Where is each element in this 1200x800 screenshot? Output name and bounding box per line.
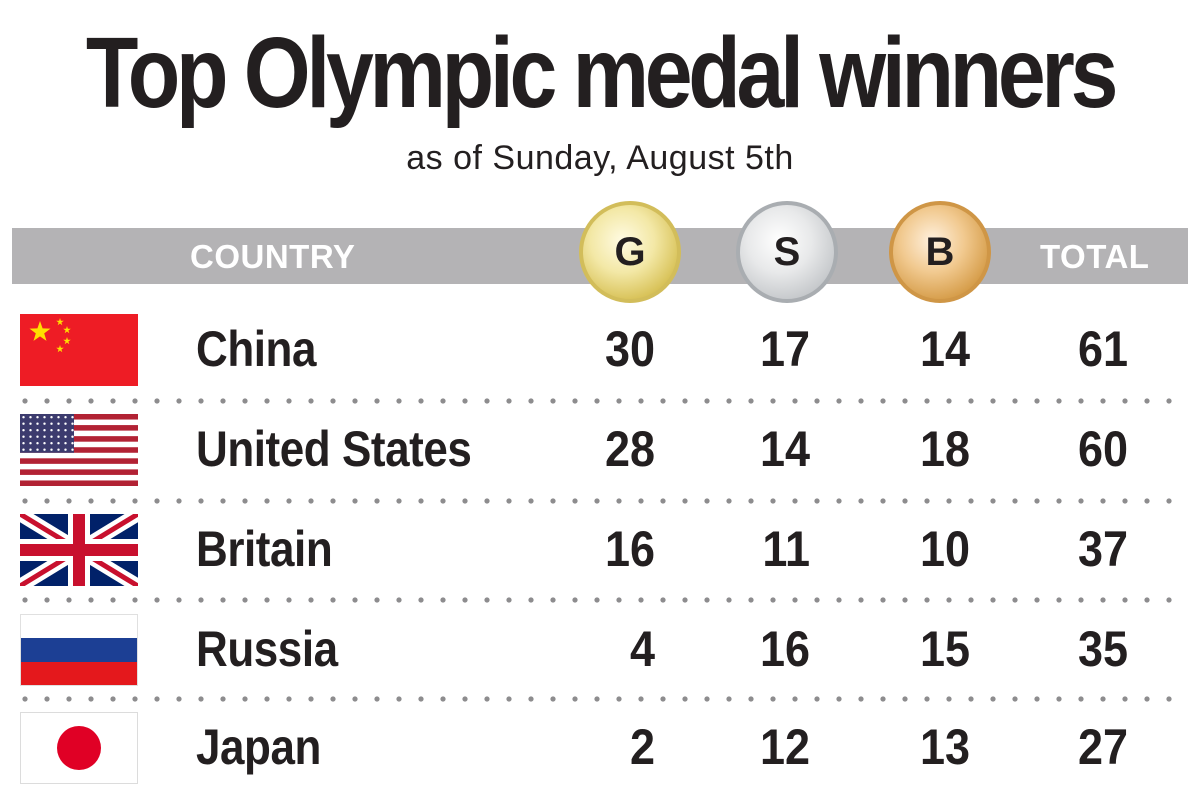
row-divider	[14, 498, 1186, 504]
gold-count: 2	[629, 719, 655, 775]
country-name: China	[196, 321, 317, 377]
gold-count: 4	[629, 621, 655, 677]
china-flag-icon	[20, 314, 138, 386]
bronze-count: 14	[919, 321, 970, 377]
row-divider	[14, 597, 1186, 603]
chart-title: Top Olympic medal winners	[85, 17, 1119, 129]
gold-count: 30	[604, 321, 655, 377]
bronze-count: 10	[919, 521, 970, 577]
silver-medal-icon: S	[736, 201, 838, 303]
japan-flag-icon	[20, 712, 138, 784]
total-count: 35	[1077, 621, 1128, 677]
chart-subtitle: as of Sunday, August 5th	[406, 139, 794, 177]
table-row: China 30 17 14 61	[0, 300, 1200, 398]
country-name: Russia	[196, 621, 338, 677]
bronze-count: 13	[919, 719, 970, 775]
uk-flag-icon	[20, 514, 138, 586]
total-count: 61	[1077, 321, 1128, 377]
row-divider	[14, 696, 1186, 702]
usa-flag-icon	[20, 414, 138, 486]
bronze-column-header: B	[925, 230, 955, 274]
country-column-header: COUNTRY	[190, 238, 356, 275]
country-name: Japan	[196, 719, 321, 775]
silver-count: 17	[759, 321, 810, 377]
table-row: Japan 2 12 13 27	[0, 698, 1200, 796]
total-column-header: TOTAL	[1040, 238, 1150, 275]
silver-count: 12	[759, 719, 810, 775]
bronze-count: 18	[919, 421, 970, 477]
silver-count: 14	[759, 421, 810, 477]
row-divider	[14, 398, 1186, 404]
gold-count: 28	[604, 421, 655, 477]
country-name: United States	[196, 421, 472, 477]
bronze-count: 15	[919, 621, 970, 677]
bronze-medal-icon: B	[889, 201, 991, 303]
table-row: Russia 4 16 15 35	[0, 600, 1200, 698]
country-name: Britain	[196, 521, 333, 577]
gold-count: 16	[604, 521, 655, 577]
total-count: 27	[1077, 719, 1128, 775]
silver-count: 16	[759, 621, 810, 677]
total-count: 60	[1077, 421, 1128, 477]
silver-column-header: S	[773, 230, 801, 274]
gold-medal-icon: G	[579, 201, 681, 303]
silver-count: 11	[762, 521, 810, 577]
gold-column-header: G	[614, 230, 646, 274]
table-row: United States 28 14 18 60	[0, 400, 1200, 498]
russia-flag-icon	[20, 614, 138, 686]
total-count: 37	[1077, 521, 1128, 577]
table-row: Britain 16 11 10 37	[0, 500, 1200, 598]
